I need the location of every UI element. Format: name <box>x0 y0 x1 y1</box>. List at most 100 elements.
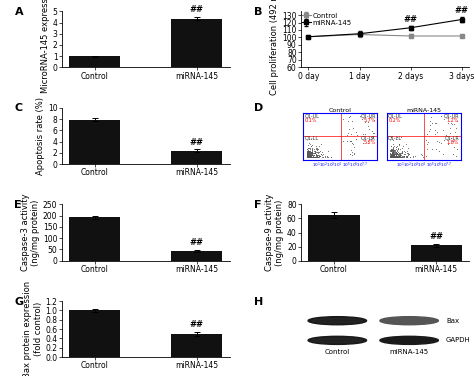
Point <box>386 153 394 159</box>
Point <box>309 154 317 160</box>
Ellipse shape <box>380 336 438 344</box>
Point <box>308 152 315 158</box>
Point <box>304 149 312 155</box>
Point <box>314 150 322 156</box>
Point <box>390 152 398 158</box>
Point <box>304 142 311 148</box>
Point <box>310 150 318 156</box>
Point <box>304 152 312 158</box>
Point <box>303 150 311 156</box>
Point <box>391 154 399 160</box>
Point <box>308 145 315 151</box>
Point <box>304 154 311 160</box>
Point <box>388 147 395 153</box>
Point <box>305 154 313 160</box>
Point <box>426 122 434 128</box>
Point <box>305 153 313 159</box>
Text: 5.2%: 5.2% <box>364 140 376 145</box>
Point <box>305 149 312 155</box>
Text: ##: ## <box>190 5 204 14</box>
Point <box>387 153 395 159</box>
Point <box>308 151 315 157</box>
Point <box>387 153 394 159</box>
Point <box>349 141 357 147</box>
Point <box>397 152 405 158</box>
Point <box>319 153 326 159</box>
Point <box>309 151 316 157</box>
Point <box>390 153 398 159</box>
Point <box>303 153 311 159</box>
Point <box>307 143 315 149</box>
Point <box>350 152 358 158</box>
Point <box>310 152 317 158</box>
Point <box>395 152 402 158</box>
Point <box>391 148 398 154</box>
Point <box>305 154 312 160</box>
Point <box>303 153 310 159</box>
Point <box>303 152 310 158</box>
Point <box>310 148 318 154</box>
Point <box>394 154 402 160</box>
Point <box>310 146 318 152</box>
Point <box>305 152 313 158</box>
Point <box>397 155 404 161</box>
Point <box>308 152 315 158</box>
Point <box>393 155 401 161</box>
Text: Q1-UR: Q1-UR <box>444 114 459 119</box>
Point <box>303 154 310 160</box>
Point <box>390 149 397 155</box>
Point <box>387 154 394 160</box>
Point <box>318 149 326 155</box>
Point <box>308 143 315 149</box>
Text: D: D <box>254 103 263 114</box>
Point <box>306 150 313 156</box>
Point <box>308 154 315 160</box>
Bar <box>69 217 120 261</box>
Point <box>311 147 319 153</box>
Point <box>392 153 399 159</box>
Point <box>310 152 318 158</box>
Point <box>386 153 394 159</box>
Text: A: A <box>14 7 23 17</box>
Text: G: G <box>14 297 24 306</box>
Point <box>366 114 374 120</box>
Point <box>422 153 429 159</box>
Point <box>390 151 398 157</box>
Point <box>307 154 314 160</box>
Point <box>359 140 367 146</box>
Legend: Control, miRNA-145: Control, miRNA-145 <box>301 12 353 26</box>
Point <box>387 146 394 152</box>
Text: E: E <box>14 200 22 210</box>
Point <box>311 149 319 155</box>
Point <box>307 153 314 159</box>
Point <box>310 155 317 161</box>
Point <box>424 141 431 147</box>
Point <box>390 154 397 160</box>
Point <box>316 154 323 160</box>
Point <box>312 151 320 157</box>
Point <box>403 153 410 159</box>
Point <box>311 154 319 160</box>
Point <box>391 154 399 160</box>
Point <box>387 155 395 161</box>
Point <box>404 153 411 159</box>
Point <box>442 132 449 138</box>
Point <box>309 154 317 160</box>
Point <box>328 154 335 160</box>
Point <box>339 115 347 121</box>
Point <box>303 151 311 157</box>
Point <box>317 151 324 157</box>
Point <box>306 153 313 159</box>
Point <box>308 147 316 153</box>
Point <box>393 150 401 156</box>
Point <box>305 153 312 159</box>
Point <box>388 153 395 159</box>
Point <box>303 152 311 158</box>
Point <box>394 146 401 152</box>
Point <box>350 144 358 150</box>
Point <box>389 149 396 155</box>
Point <box>304 149 312 155</box>
Point <box>392 153 400 159</box>
Point <box>390 153 398 159</box>
Point <box>305 154 312 160</box>
